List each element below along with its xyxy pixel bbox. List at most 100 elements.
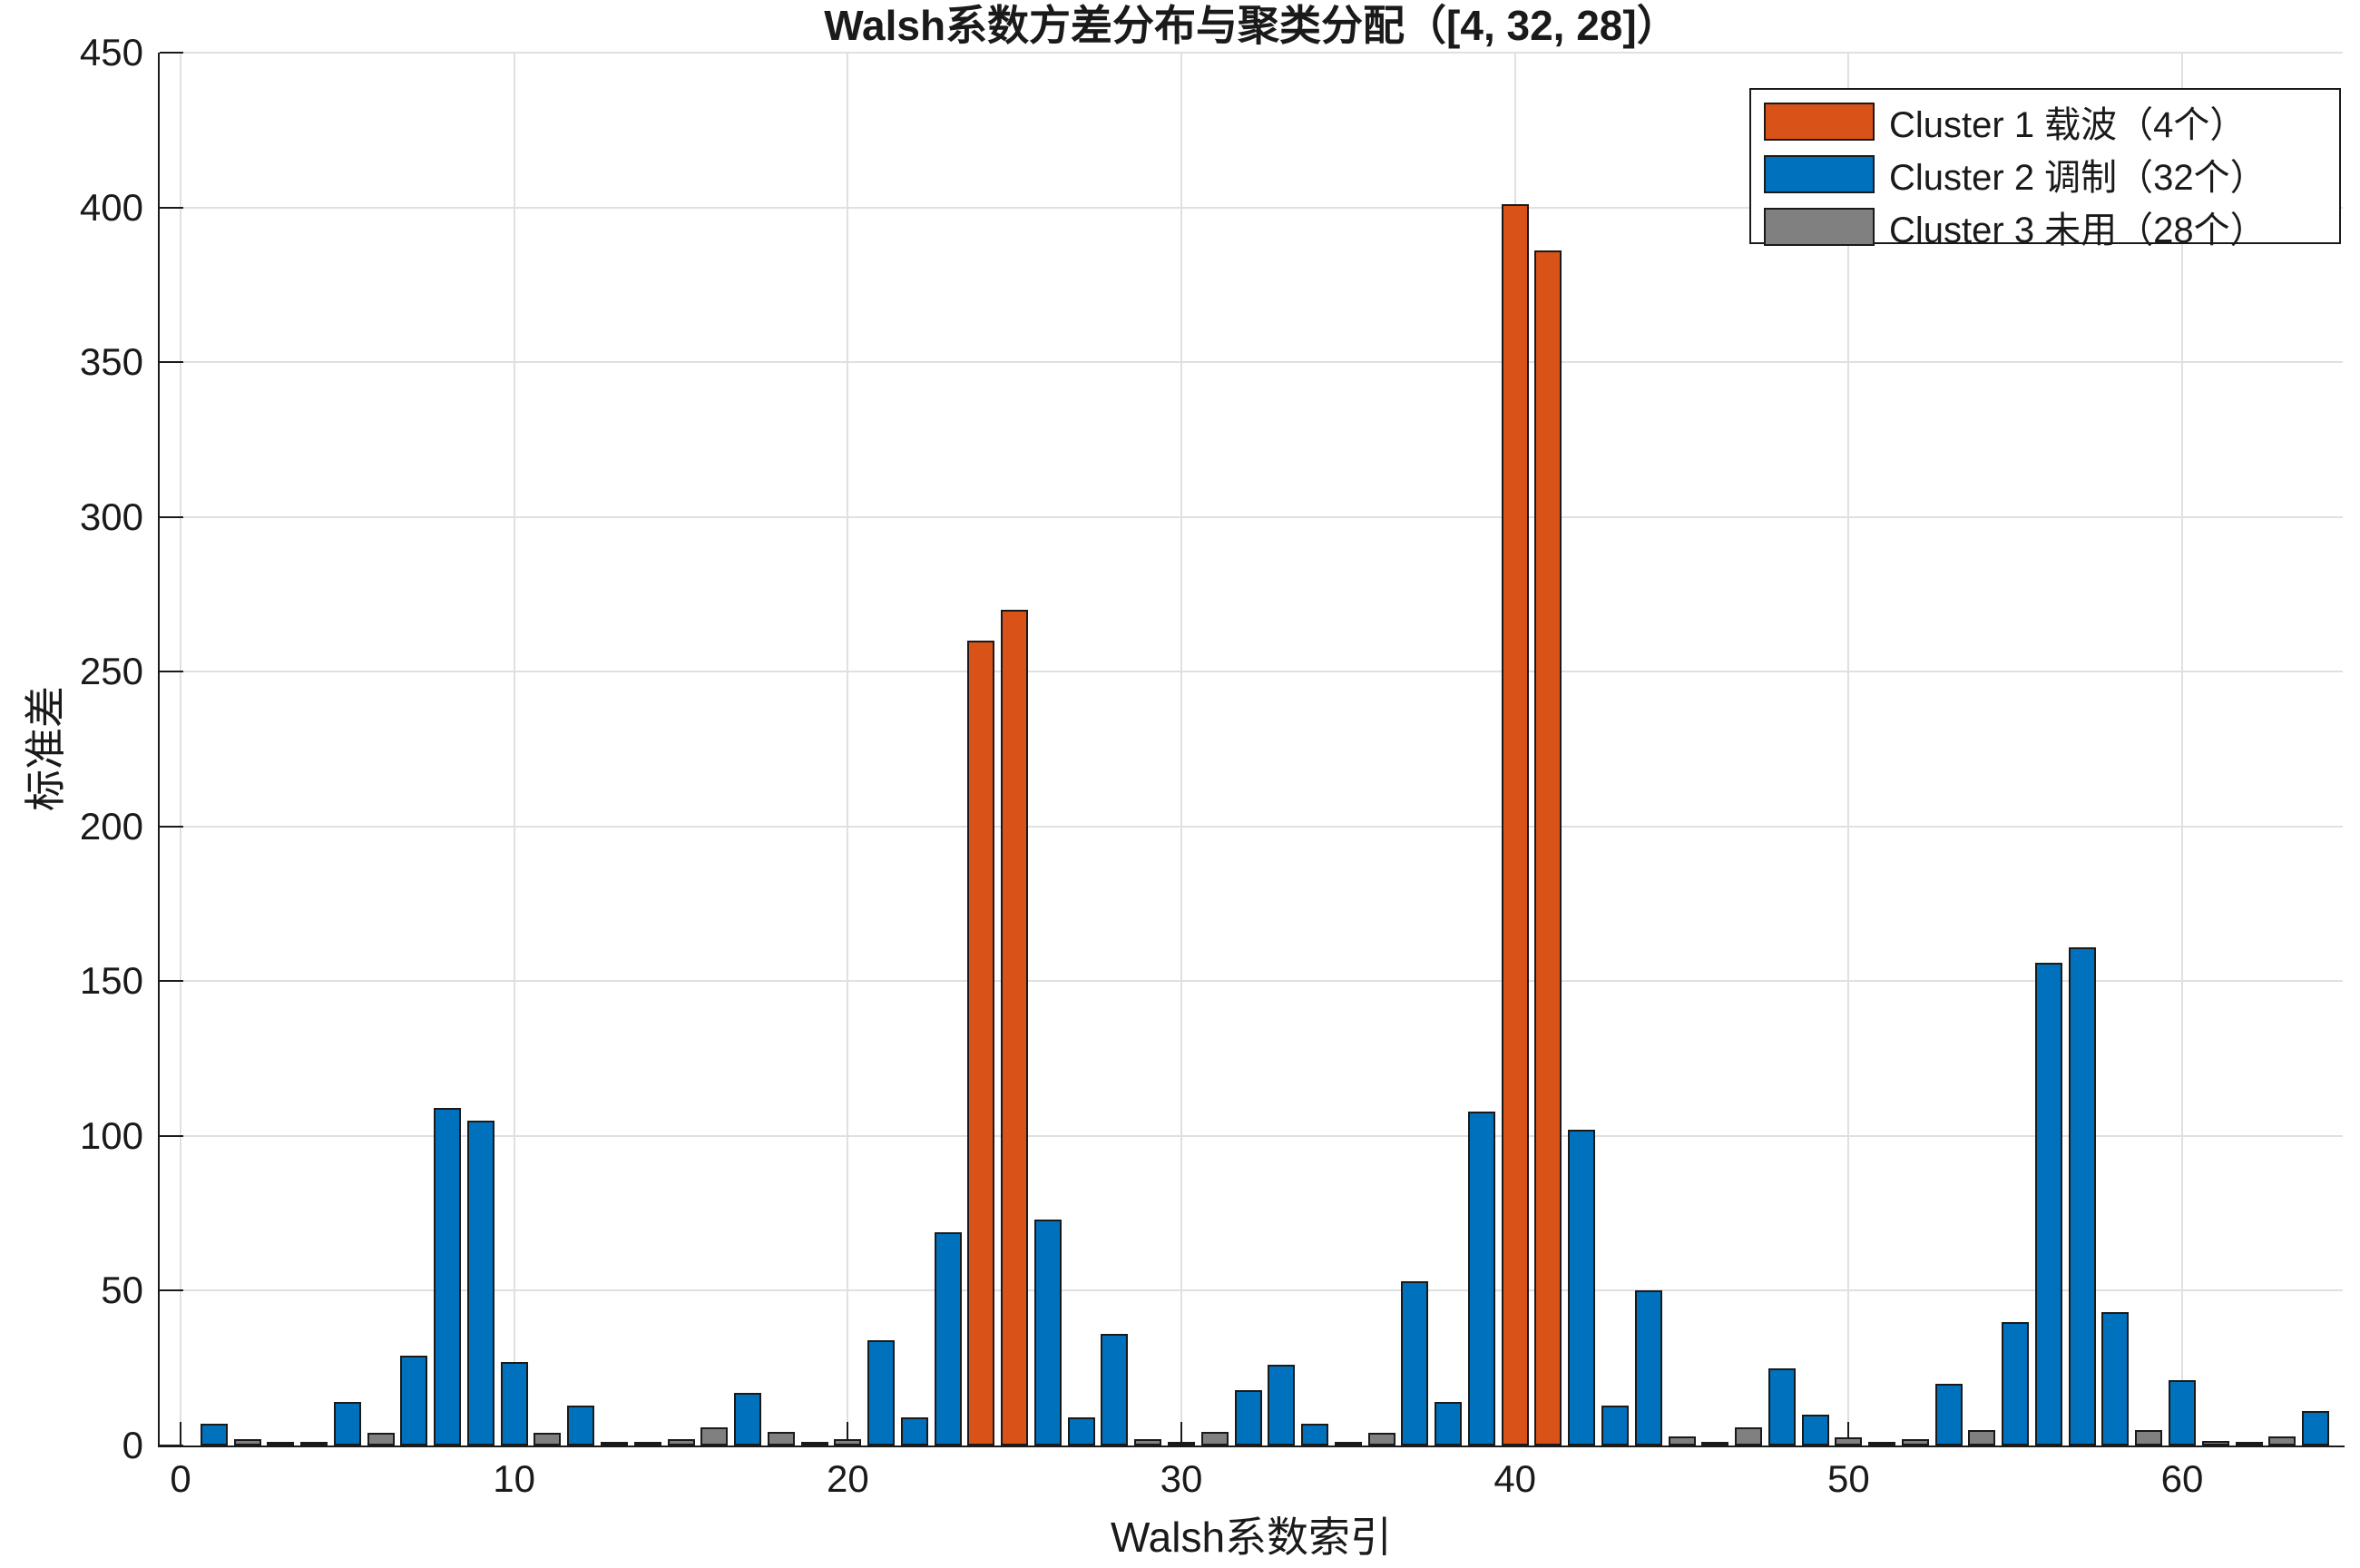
y-tick [160, 671, 183, 673]
h-gridline [160, 515, 2343, 518]
x-tick [1847, 1422, 1850, 1446]
bar-index-29 [1134, 1439, 1162, 1446]
bar-index-26 [1033, 1220, 1062, 1446]
bar-index-17 [734, 1393, 762, 1446]
y-tick [160, 980, 183, 983]
legend: Cluster 1 载波（4个） Cluster 2 调制（32个） Cluster… [1749, 88, 2341, 250]
v-gridline [1847, 53, 1850, 1446]
bar-index-25 [1001, 610, 1029, 1446]
bar-index-64 [2302, 1411, 2330, 1446]
bar-index-31 [1200, 1432, 1229, 1446]
y-tick-label: 0 [122, 1424, 143, 1466]
v-gridline [1180, 53, 1182, 1446]
x-tick-label: 30 [1160, 1457, 1203, 1500]
x-tick-label: 40 [1493, 1457, 1537, 1500]
bar-index-30 [1168, 1442, 1195, 1446]
bar-index-33 [1268, 1365, 1296, 1446]
y-axis-line [158, 53, 160, 1447]
bar-index-32 [1234, 1390, 1262, 1446]
x-tick-label: 50 [1826, 1457, 1870, 1500]
bar-index-38 [1435, 1402, 1463, 1446]
bar-index-18 [767, 1432, 795, 1446]
bar-index-36 [1367, 1433, 1395, 1446]
bar-index-47 [1735, 1427, 1763, 1446]
y-tick [160, 361, 183, 364]
x-axis-label: Walsh系数索引 [1110, 1514, 1393, 1561]
bar-index-11 [534, 1433, 562, 1446]
bar-index-19 [800, 1442, 828, 1446]
x-axis-line [158, 1446, 2345, 1447]
bar-index-53 [1934, 1384, 1963, 1446]
y-tick [160, 1134, 183, 1137]
bar-index-51 [1868, 1442, 1896, 1446]
h-gridline [160, 825, 2343, 828]
legend-swatch [1764, 155, 1875, 193]
bar-index-16 [700, 1427, 729, 1446]
y-tick-label: 150 [79, 959, 143, 1003]
bar-index-13 [600, 1442, 628, 1446]
h-gridline [160, 361, 2343, 364]
bar-index-48 [1768, 1368, 1796, 1446]
y-tick-label: 100 [79, 1113, 143, 1157]
bar-index-1 [200, 1424, 228, 1446]
bar-index-14 [633, 1442, 661, 1446]
bar-index-34 [1301, 1424, 1329, 1446]
h-gridline [160, 671, 2343, 673]
bar-index-39 [1467, 1112, 1495, 1446]
bar-index-40 [1501, 204, 1529, 1446]
y-tick [160, 515, 183, 518]
bar-index-59 [2135, 1430, 2163, 1446]
bar-index-5 [333, 1402, 361, 1446]
bar-index-10 [500, 1362, 528, 1446]
y-tick-label: 300 [79, 495, 143, 538]
bar-index-61 [2201, 1441, 2229, 1446]
bar-index-50 [1835, 1437, 1863, 1446]
h-gridline [160, 52, 2343, 54]
v-gridline [513, 53, 515, 1446]
bar-index-63 [2268, 1436, 2296, 1446]
bar-index-52 [1901, 1439, 1929, 1446]
bar-index-41 [1534, 250, 1562, 1446]
bar-index-58 [2101, 1312, 2130, 1446]
x-tick [1180, 1422, 1182, 1446]
legend-row: Cluster 3 未用（28个） [1751, 201, 2339, 253]
bar-index-21 [867, 1340, 896, 1446]
y-tick-label: 50 [101, 1269, 143, 1312]
bar-index-22 [900, 1417, 928, 1446]
y-tick-label: 450 [79, 31, 143, 74]
bar-index-8 [434, 1108, 462, 1446]
legend-label: Cluster 2 调制（32个） [1889, 158, 2267, 198]
bar-index-27 [1067, 1417, 1095, 1446]
bar-index-57 [2068, 947, 2096, 1446]
x-tick-label: 10 [493, 1457, 536, 1500]
y-tick-label: 200 [79, 804, 143, 848]
legend-swatch [1764, 103, 1875, 141]
bar-index-37 [1401, 1281, 1429, 1446]
x-tick-label: 0 [170, 1457, 191, 1500]
v-gridline [847, 53, 849, 1446]
bar-index-9 [466, 1121, 495, 1446]
bar-index-54 [1968, 1430, 1996, 1446]
y-tick [160, 206, 183, 209]
bar-index-55 [2002, 1322, 2030, 1446]
x-tick-label: 20 [826, 1457, 869, 1500]
bar-index-44 [1634, 1290, 1662, 1446]
h-gridline [160, 980, 2343, 983]
bar-index-43 [1601, 1406, 1629, 1446]
y-tick-label: 400 [79, 185, 143, 229]
bar-index-24 [967, 641, 995, 1446]
plot-area [160, 52, 2343, 1446]
bar-index-4 [300, 1442, 328, 1446]
legend-label: Cluster 1 载波（4个） [1889, 105, 2247, 145]
h-gridline [160, 206, 2343, 209]
chart-title: Walsh系数方差分布与聚类分配（[4, 32, 28]） [824, 2, 1679, 49]
bar-index-7 [400, 1356, 428, 1446]
bar-index-28 [1101, 1334, 1129, 1446]
bar-index-20 [834, 1439, 862, 1446]
v-gridline [2181, 53, 2184, 1446]
y-tick [160, 825, 183, 828]
bar-index-45 [1668, 1436, 1696, 1446]
y-tick-label: 350 [79, 340, 143, 384]
bar-index-6 [367, 1433, 395, 1446]
v-gridline [180, 53, 181, 1446]
